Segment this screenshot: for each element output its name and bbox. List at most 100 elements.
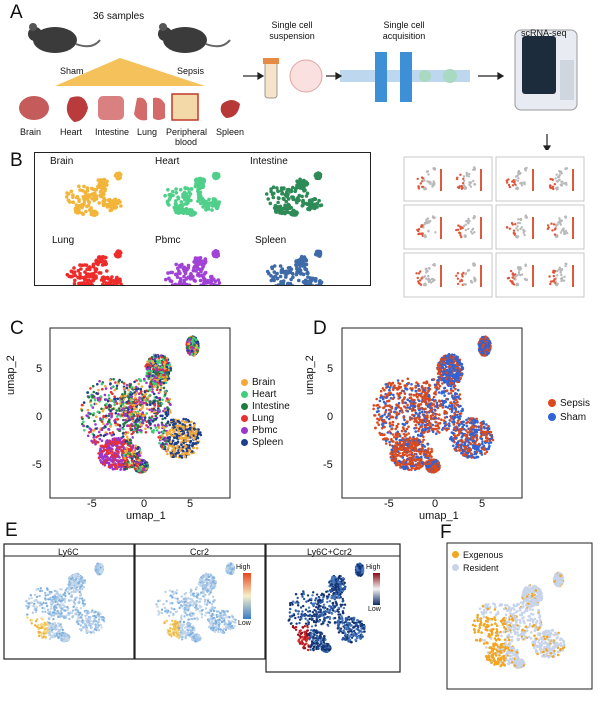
colorbar-coexpression — [373, 573, 380, 605]
e-title-ly6c: Ly6C — [58, 547, 79, 557]
legend-dot-icon — [241, 402, 248, 410]
legend-dot-icon — [548, 413, 556, 421]
panel-a-illustration — [19, 23, 578, 150]
sham-label: Sham — [60, 66, 84, 76]
panel-label-c: C — [10, 318, 24, 339]
intestine-icon — [98, 96, 124, 120]
b-umap-brain — [64, 171, 123, 217]
scatter-points — [65, 249, 123, 285]
scatter-points — [471, 571, 566, 670]
scatter-points — [548, 262, 568, 287]
scatter-points — [264, 171, 324, 217]
legend-dot-icon — [241, 390, 248, 398]
step-scrna-seq: scRNA-seq — [521, 28, 567, 38]
scatter-points — [455, 262, 477, 286]
organ-icons — [19, 93, 240, 122]
tissue-label-spleen: Spleen — [216, 127, 245, 137]
sham-mouse-icon — [28, 23, 101, 53]
c-ylabel: umap_2 — [5, 355, 17, 395]
d-legend-item: Sepsis — [548, 396, 590, 410]
scatter-points — [546, 215, 569, 239]
c-plot-frame — [49, 327, 231, 499]
flow-arrows — [243, 71, 552, 150]
e-low-label-1: Low — [238, 620, 251, 627]
b-umap-intestine — [264, 171, 324, 217]
f-plot-frame — [446, 542, 593, 690]
d-plot-frame — [341, 327, 523, 499]
c-legend-item: Brain — [241, 376, 290, 388]
c-ytick-1: 0 — [36, 411, 43, 423]
thumbnail-heart — [495, 156, 585, 202]
b-title-lung: Lung — [52, 235, 75, 246]
b-title-intestine: Intestine — [250, 156, 288, 167]
d-legend: Sepsis Sham — [548, 396, 590, 424]
tissue-label-lung: Lung — [137, 127, 158, 137]
legend-dot-icon — [548, 399, 556, 407]
d-xtick-2: 5 — [479, 498, 486, 510]
spleen-icon — [220, 100, 240, 118]
b-umap-spleen — [265, 249, 324, 285]
sepsis-mouse-icon — [158, 23, 231, 53]
panel-f-umap — [446, 542, 593, 690]
scatter-points — [416, 215, 437, 239]
panel-label-f: F — [440, 522, 452, 543]
e-plot-frame — [265, 543, 401, 673]
panel-c-umap — [49, 327, 231, 499]
c-legend-item: Pbmc — [241, 424, 290, 436]
c-xtick-2: 5 — [187, 498, 194, 510]
f-legend-item: Resident — [452, 561, 503, 574]
legend-dot-icon — [241, 438, 248, 446]
scatter-points — [64, 171, 123, 217]
sequencer-icon — [514, 29, 578, 111]
scatter-points — [506, 263, 529, 287]
e-high-label-1: High — [236, 564, 251, 571]
e-plot-frame — [3, 543, 135, 660]
d-xlabel: umap_1 — [419, 510, 459, 522]
panel-label-d: D — [313, 318, 327, 339]
c-legend-item: Spleen — [241, 436, 290, 448]
scatter-points — [415, 262, 436, 287]
colorbar-expression — [243, 573, 251, 619]
b-umap-lung — [65, 249, 123, 285]
d-ytick-0: 5 — [327, 363, 334, 375]
thumbnail-intestine — [403, 204, 493, 250]
tissue-label-brain: Brain — [20, 127, 42, 137]
panel-d-umap — [341, 327, 523, 499]
tissue-label-peripheral-blood: Peripheral blood — [166, 127, 208, 147]
scatter-points — [505, 214, 529, 239]
microfluidic-chip-icon — [340, 52, 470, 102]
d-ytick-1: 0 — [327, 411, 334, 423]
c-xtick-0: -5 — [87, 498, 97, 510]
scatter-points — [548, 167, 569, 191]
c-legend: Brain Heart Intestine Lung Pbmc Spleen — [241, 376, 290, 448]
scatter-points — [265, 249, 324, 285]
panel-e-feature-plots — [3, 543, 401, 673]
thumbnail-pbmc — [403, 252, 493, 298]
c-ytick-0: 5 — [36, 363, 43, 375]
b-title-spleen: Spleen — [255, 235, 287, 246]
thumbnail-spleen — [495, 252, 585, 298]
legend-dot-icon — [452, 551, 459, 558]
scatter-points — [164, 249, 222, 285]
c-xlabel: umap_1 — [126, 510, 166, 522]
panel-label-a: A — [10, 2, 23, 23]
f-legend: Exgenous Resident — [452, 548, 503, 574]
scatter-points — [163, 171, 221, 217]
e-low-label-2: Low — [368, 606, 381, 613]
scatter-points — [455, 166, 477, 190]
f-legend-item: Exgenous — [452, 548, 503, 561]
c-xtick-1: 0 — [141, 498, 148, 510]
d-xtick-0: -5 — [384, 498, 394, 510]
tissue-label-intestine: Intestine — [95, 127, 130, 137]
scatter-points — [287, 562, 366, 654]
thumbnail-lung — [495, 204, 585, 250]
scatter-points — [505, 166, 528, 191]
b-umap-pbmc — [164, 249, 222, 285]
panel-b-umaps — [64, 171, 324, 285]
b-title-pbmc: Pbmc — [155, 235, 181, 246]
samples-label: 36 samples — [93, 11, 145, 22]
d-xtick-1: 0 — [432, 498, 439, 510]
tube-icon — [263, 58, 323, 99]
e-title-ccr2: Ccr2 — [190, 547, 210, 557]
scatter-points — [416, 167, 437, 191]
